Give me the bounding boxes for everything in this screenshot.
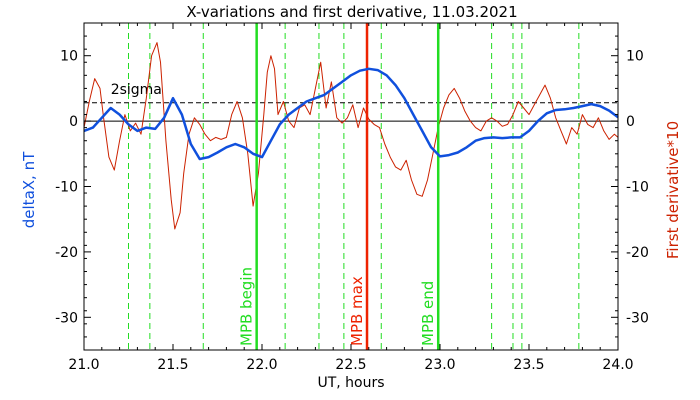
sigma-label: 2sigma	[111, 82, 162, 98]
x-tick-label: 22.0	[246, 357, 277, 373]
y-right-tick-label: 0	[626, 114, 635, 130]
marker-label-mpb-begin: MPB begin	[238, 267, 256, 346]
plot-area: 2sigma MPB begin MPB max MPB end	[83, 23, 619, 350]
series-derivative-line	[83, 42, 619, 230]
x-tick-label: 21.0	[68, 357, 99, 373]
y-axis-label-right: First derivative*10	[664, 121, 682, 259]
x-axis-label: UT, hours	[317, 375, 384, 391]
y-left-tick-label: 10	[60, 49, 78, 65]
x-tick-label: 21.5	[157, 357, 188, 373]
y-left-tick-label: -20	[55, 245, 78, 261]
axes: 21.0 21.5 22.0 22.5 23.0 23.5 24.0 10 0 -10 -20 -30…	[55, 22, 649, 373]
y-left-tick-label: -10	[55, 180, 78, 196]
y-left-tick-label: 0	[69, 114, 78, 130]
y-left-tick-label: -30	[55, 310, 78, 326]
x-tick-label: 24.0	[602, 357, 633, 373]
x-tick-label: 23.5	[513, 357, 544, 373]
y-right-tick-label: -20	[626, 245, 649, 261]
marker-label-mpb-end: MPB end	[419, 281, 437, 346]
marker-label-mpb-max: MPB max	[348, 276, 366, 346]
y-right-tick-label: 10	[626, 49, 644, 65]
series-deltax-line	[83, 67, 619, 161]
y-right-tick-label: -30	[626, 310, 649, 326]
chart-title: X-variations and first derivative, 11.03…	[186, 3, 517, 21]
y-right-tick-label: -10	[626, 180, 649, 196]
x-tick-label: 23.0	[424, 357, 455, 373]
y-axis-label-left: deltaX, nT	[20, 151, 38, 228]
x-tick-label: 22.5	[335, 357, 366, 373]
